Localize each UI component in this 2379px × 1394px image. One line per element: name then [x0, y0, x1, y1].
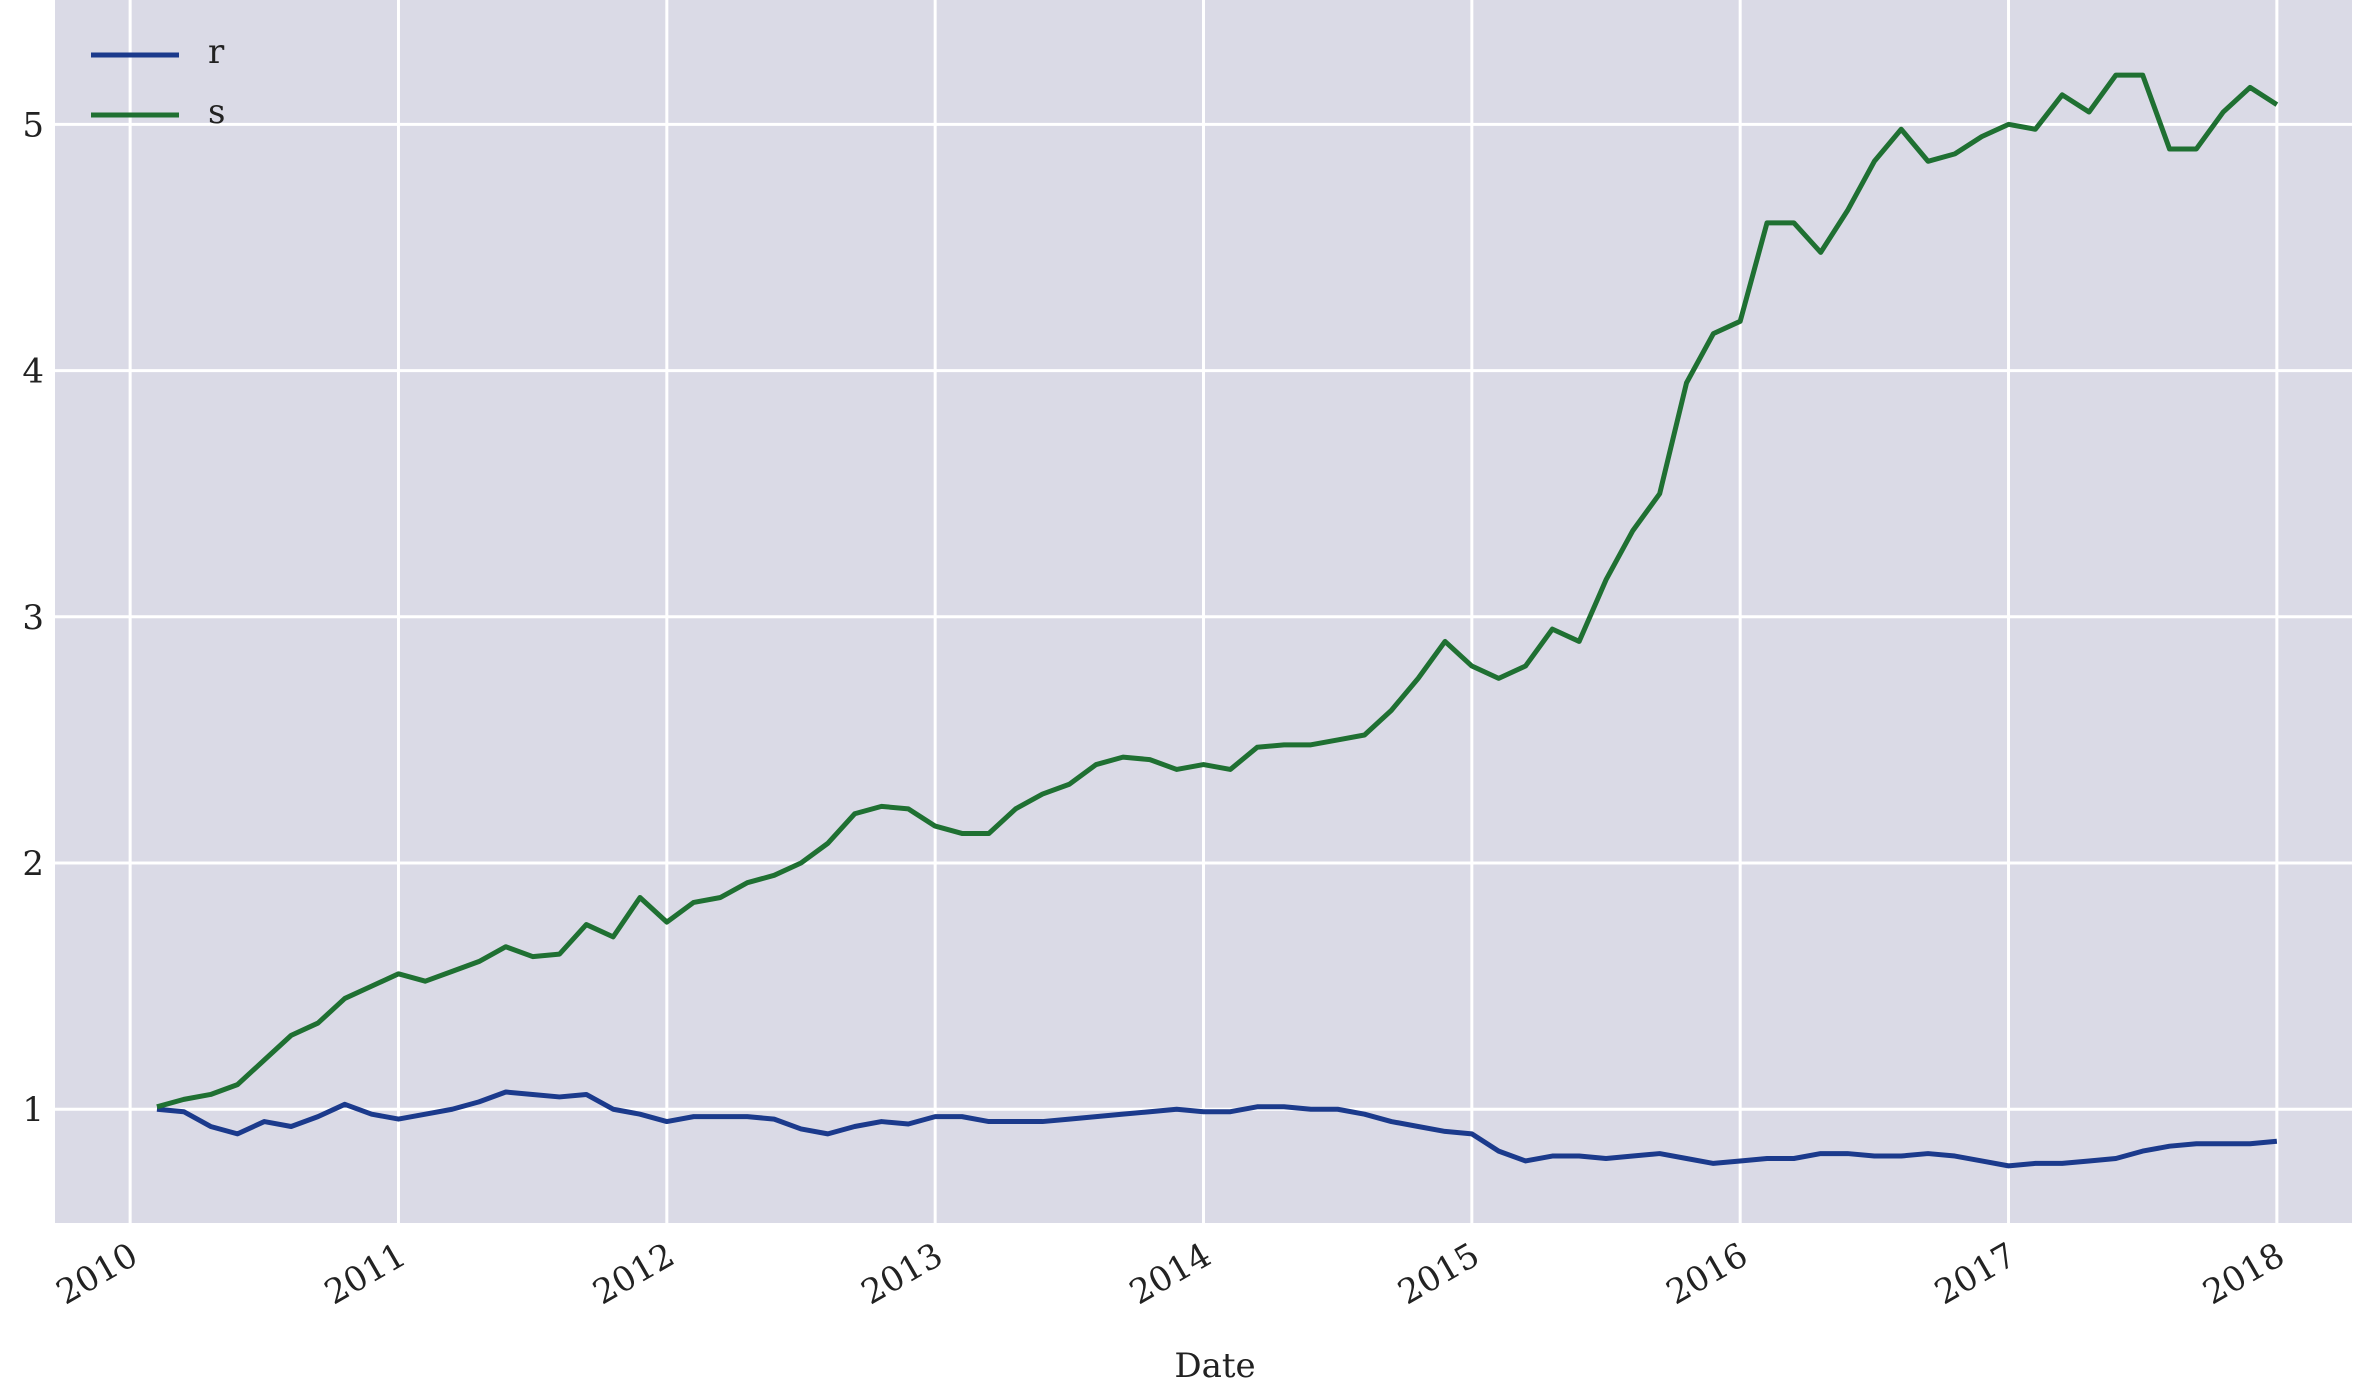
legend-label: r — [208, 32, 225, 72]
y-tick-label: 5 — [22, 105, 44, 145]
x-tick-label: 2012 — [586, 1235, 681, 1313]
x-tick-label: 2010 — [50, 1235, 145, 1313]
x-tick-label: 2014 — [1123, 1235, 1218, 1313]
y-tick-label: 4 — [22, 352, 44, 392]
x-axis-label: Date — [1174, 1346, 1255, 1386]
y-tick-label: 2 — [22, 844, 44, 884]
x-tick-label: 2018 — [2196, 1235, 2291, 1313]
x-tick-label: 2011 — [318, 1235, 413, 1313]
x-tick-label: 2013 — [855, 1235, 950, 1313]
x-tick-label: 2017 — [1928, 1235, 2023, 1313]
data-line — [156, 1089, 2278, 1169]
x-tick-label: 2016 — [1660, 1235, 1755, 1313]
y-tick-label: 1 — [22, 1090, 44, 1130]
x-tick-label: 2015 — [1391, 1235, 1486, 1313]
data-line — [156, 72, 2279, 1110]
legend-label: s — [208, 92, 225, 132]
y-tick-label: 3 — [22, 598, 44, 638]
